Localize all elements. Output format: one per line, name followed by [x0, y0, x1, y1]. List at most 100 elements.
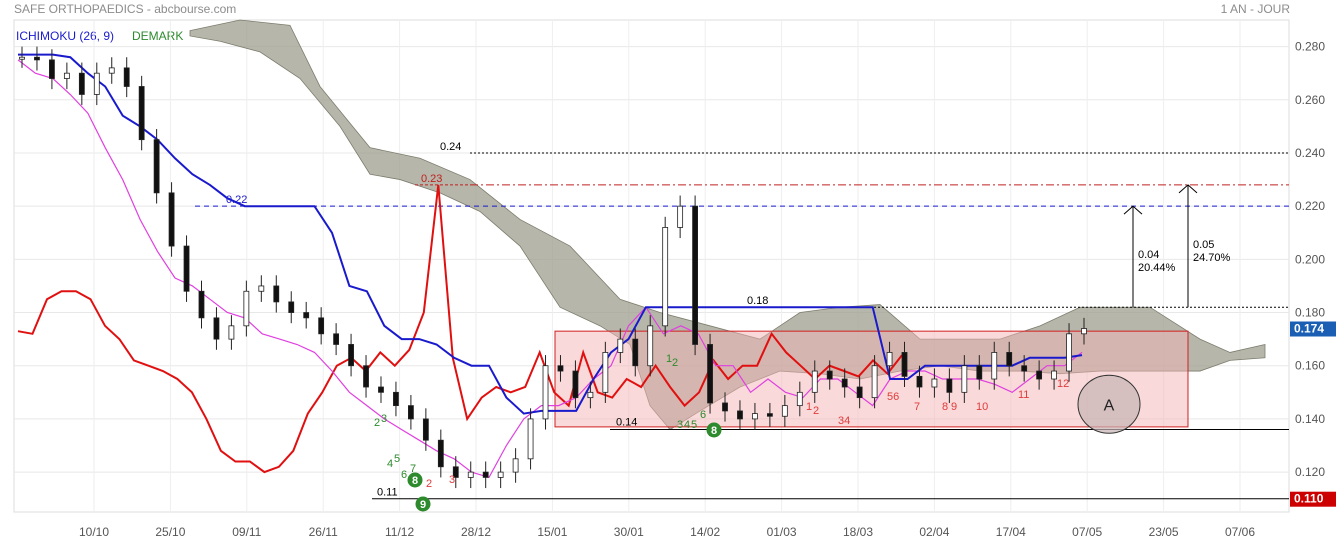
candle-body	[243, 290, 250, 327]
y-tick-label: 0.220	[1295, 199, 1325, 213]
candle-body	[452, 466, 459, 478]
candle-body	[602, 352, 609, 393]
demark-count: 3	[381, 413, 387, 425]
demark-count: 12	[1057, 378, 1069, 390]
y-tick-label: 0.140	[1295, 412, 1325, 426]
candle-body	[752, 413, 758, 420]
candle-body	[258, 285, 265, 292]
candle-body	[901, 352, 908, 377]
demark-count: 3	[449, 474, 455, 486]
demark-count: 1	[666, 353, 672, 365]
legend-demark[interactable]: DEMARK	[132, 29, 183, 43]
candle-body	[542, 365, 549, 420]
zone-ellipse	[1077, 374, 1141, 434]
target-2-change: 0.05	[1193, 239, 1214, 251]
y-tick-label: 0.120	[1295, 465, 1325, 479]
x-tick-label: 01/03	[767, 525, 797, 539]
demark-count: 56	[887, 391, 899, 403]
demark-count: 5	[691, 419, 697, 431]
candle-body	[512, 458, 519, 473]
demark-badge	[415, 496, 431, 512]
low-price-label: 0.110	[1294, 492, 1324, 506]
candle-body	[991, 352, 998, 380]
x-tick-label: 17/04	[996, 525, 1026, 539]
candle-body	[781, 405, 788, 417]
x-tick-label: 28/12	[461, 525, 491, 539]
candle-body	[557, 365, 564, 372]
candle-body	[482, 471, 489, 478]
candle-body	[1066, 333, 1072, 372]
demark-count: 4	[387, 458, 393, 470]
candle-body	[78, 72, 85, 95]
candle-body	[931, 378, 938, 388]
level-label: 0.22	[226, 194, 247, 206]
candle-body	[138, 86, 145, 141]
x-tick-label: 14/02	[690, 525, 720, 539]
candle-body	[318, 317, 325, 335]
x-tick-label: 07/05	[1072, 525, 1102, 539]
candle-body	[1036, 370, 1043, 380]
last-price-badge	[1290, 321, 1336, 337]
target-2-pct: 24.70%	[1193, 252, 1231, 264]
demark-count: 8	[942, 401, 948, 413]
chart-title: SAFE ORTHOPAEDICS - abcbourse.com	[14, 2, 237, 16]
candle-body	[273, 285, 280, 303]
candle-body	[93, 72, 100, 95]
demark-count: 6	[700, 409, 706, 421]
level-label: 0.24	[440, 141, 461, 153]
candle-body	[1081, 328, 1087, 335]
demark-count: 3	[677, 419, 683, 431]
candle-body	[49, 59, 55, 79]
target-1-change: 0.04	[1138, 249, 1159, 261]
candle-body	[811, 370, 818, 393]
demark-count: 2	[426, 478, 432, 490]
candle-body	[916, 375, 923, 388]
demark-count: 7	[914, 401, 920, 413]
candle-body	[662, 227, 669, 327]
candle-body	[183, 245, 190, 292]
chart-period[interactable]: 1 AN - JOUR	[1220, 2, 1290, 16]
x-tick-label: 26/11	[309, 525, 338, 539]
candle-body	[871, 365, 878, 399]
candle-body	[228, 325, 235, 340]
level-label: 0.11	[377, 487, 398, 499]
candle-body	[587, 391, 594, 399]
candle-body	[467, 471, 474, 478]
low-price-badge	[1290, 491, 1336, 507]
zone-label: A	[1104, 397, 1115, 414]
demark-badge	[706, 422, 722, 438]
candle-body	[946, 378, 953, 393]
candle-body	[1021, 365, 1028, 372]
demark-count: 10	[976, 401, 988, 413]
candle-body	[617, 338, 624, 353]
candle-body	[198, 290, 205, 319]
demark-badge-label: 8	[711, 425, 717, 437]
demark-badge-label: 9	[420, 499, 426, 511]
candle-body	[572, 370, 579, 399]
x-tick-label: 25/10	[155, 525, 185, 539]
candle-body	[213, 317, 220, 340]
candle-body	[1051, 370, 1057, 380]
candle-body	[393, 391, 399, 407]
candle-body	[348, 344, 354, 367]
legend-ichimoku[interactable]: ICHIMOKU (26, 9)	[16, 29, 114, 43]
x-tick-label: 09/11	[232, 525, 261, 539]
x-tick-label: 30/01	[614, 525, 644, 539]
demark-badge	[407, 472, 423, 488]
candle-body	[123, 67, 130, 87]
demark-count: 34	[838, 415, 850, 427]
y-tick-label: 0.200	[1295, 252, 1325, 266]
candle-body	[363, 365, 369, 388]
y-tick-label: 0.160	[1295, 359, 1325, 373]
target-arrow-2-head	[1178, 184, 1198, 194]
candle-body	[333, 333, 340, 345]
candle-body	[288, 301, 295, 313]
candle-body	[378, 386, 384, 393]
candle-body	[63, 72, 70, 79]
level-label: 0.18	[747, 295, 768, 307]
candle-body	[796, 391, 803, 407]
candle-body	[408, 405, 414, 420]
candle-body	[677, 205, 684, 228]
demark-count: 2	[672, 357, 678, 369]
